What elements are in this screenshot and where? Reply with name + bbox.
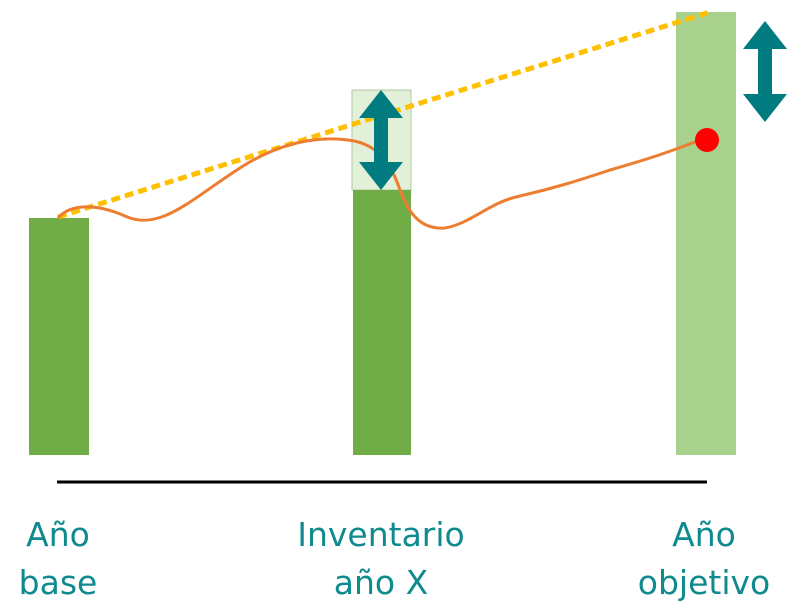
target-gap-arrow — [743, 21, 787, 122]
label-base-year: Año base — [0, 511, 178, 607]
inventory-gap-arrow — [359, 90, 403, 190]
label-target-year-line2: objetivo — [637, 563, 771, 602]
label-target-year: Año objetivo — [584, 511, 789, 607]
inventory-year-bar — [353, 190, 411, 455]
label-inventory-year: Inventario año X — [261, 511, 501, 607]
label-target-year-line1: Año — [672, 515, 736, 554]
base-year-bar — [29, 218, 89, 455]
current-trend-point — [695, 128, 719, 152]
label-inventory-year-line1: Inventario — [297, 515, 465, 554]
target-year-bar — [676, 12, 736, 455]
label-inventory-year-line2: año X — [333, 563, 429, 602]
actual-trend-curve — [56, 136, 706, 230]
label-base-year-line2: base — [18, 563, 98, 602]
label-base-year-line1: Año — [26, 515, 90, 554]
